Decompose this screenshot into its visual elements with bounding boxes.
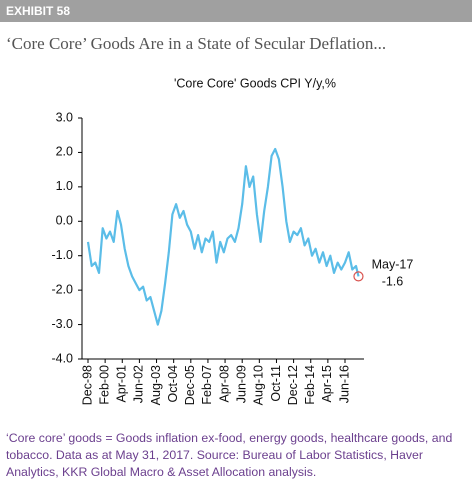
y-tick-label: 1.0 <box>56 179 73 193</box>
x-tick-label: Apr-01 <box>115 365 129 403</box>
x-tick-label: Jun-09 <box>234 365 248 403</box>
y-tick-label: -4.0 <box>51 351 73 365</box>
x-tick-label: Aug-10 <box>252 365 266 405</box>
x-tick-label: Jun-16 <box>337 365 351 403</box>
x-tick-label: Apr-08 <box>217 365 231 403</box>
y-tick-label: -3.0 <box>51 317 73 331</box>
y-tick-label: -1.0 <box>51 248 73 262</box>
x-tick-label: Feb-07 <box>200 365 214 405</box>
x-tick-label: Jun-02 <box>132 365 146 403</box>
x-tick-label: Feb-14 <box>303 365 317 405</box>
end-value-label: -1.6 <box>382 275 404 289</box>
exhibit-label: EXHIBIT 58 <box>0 0 472 22</box>
x-tick-label: Dec-98 <box>80 365 94 405</box>
x-tick-label: Aug-03 <box>149 365 163 405</box>
y-tick-label: -2.0 <box>51 282 73 296</box>
chart: 'Core Core' Goods CPI Y/y,% -4.0 -3.0 -2.0… <box>51 76 414 405</box>
y-tick-label: 0.0 <box>56 214 73 228</box>
end-marker <box>353 271 364 282</box>
chart-title: 'Core Core' Goods CPI Y/y,% <box>174 76 336 90</box>
x-tick-label: Oct-11 <box>269 365 283 402</box>
x-tick-label: Apr-15 <box>320 365 334 403</box>
headline: ‘Core Core’ Goods Are in a State of Secu… <box>6 34 387 53</box>
x-tick-label: Dec-12 <box>286 365 300 405</box>
x-tick-label: Feb-00 <box>97 365 111 405</box>
end-date-label: May-17 <box>372 258 414 272</box>
series-line <box>86 147 360 326</box>
footnote: ‘Core core’ goods = Goods inflation ex-f… <box>6 431 453 479</box>
y-tick-label: 3.0 <box>56 110 73 124</box>
x-tick-label: Dec-05 <box>183 365 197 405</box>
y-tick-label: 2.0 <box>56 145 73 159</box>
x-tick-label: Oct-04 <box>166 365 180 403</box>
